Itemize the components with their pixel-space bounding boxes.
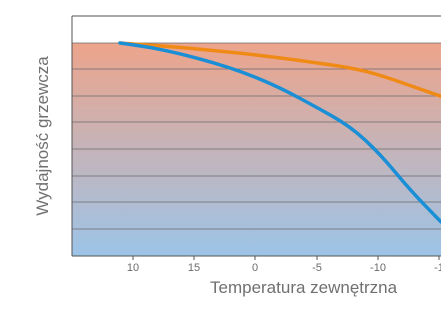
plot-background <box>72 43 441 256</box>
series-layer <box>118 41 441 224</box>
series-line-orange <box>118 41 441 98</box>
x-tick-labels: 10 15 0 -5 -10 -1 <box>127 256 441 274</box>
x-tick-label: 15 <box>188 262 200 274</box>
x-tick-label: -10 <box>370 262 386 274</box>
x-tick-label: 10 <box>127 262 139 274</box>
x-tick-label: -5 <box>312 262 322 274</box>
x-tick-label: -1 <box>434 262 441 274</box>
series-line-blue <box>118 41 441 224</box>
y-axis-title: Wydajność grzewcza <box>33 56 52 216</box>
x-axis-title: Temperatura zewnętrzna <box>210 278 398 297</box>
grid-lines <box>72 42 441 230</box>
x-tick-label: 0 <box>252 262 258 274</box>
